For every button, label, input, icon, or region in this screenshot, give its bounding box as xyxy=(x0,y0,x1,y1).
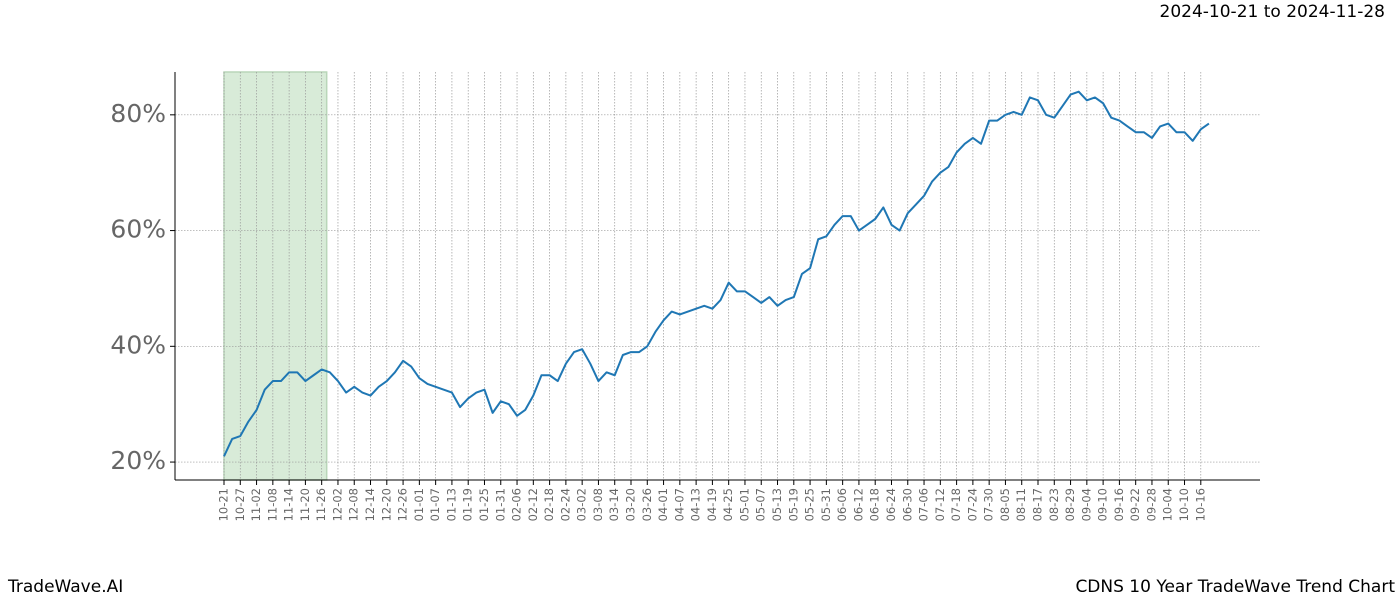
price-line xyxy=(223,90,1210,457)
x-tick-label: 04-01 xyxy=(656,488,670,521)
x-tick-label: 07-06 xyxy=(917,488,931,521)
x-tick-label: 02-06 xyxy=(510,488,524,521)
x-tick-label: 06-30 xyxy=(900,488,914,521)
x-tick-label: 01-19 xyxy=(461,488,475,521)
x-tick-label: 12-02 xyxy=(330,488,344,521)
x-tick-label: 04-19 xyxy=(705,488,719,521)
x-tick-label: 04-25 xyxy=(721,488,735,521)
x-tick-label: 09-10 xyxy=(1096,488,1110,521)
x-tick-label: 08-17 xyxy=(1031,488,1045,521)
x-tick-label: 10-16 xyxy=(1193,488,1207,521)
x-tick-label: 02-24 xyxy=(558,488,572,521)
x-tick-label: 07-30 xyxy=(982,488,996,521)
x-tick-label: 02-12 xyxy=(526,488,540,521)
x-tick-label: 08-29 xyxy=(1063,488,1077,521)
x-tick-label: 03-20 xyxy=(624,488,638,521)
x-tick-label: 04-07 xyxy=(672,488,686,521)
x-tick-label: 11-02 xyxy=(249,488,263,521)
x-tick-label: 09-16 xyxy=(1112,488,1126,521)
x-tick-label: 02-18 xyxy=(542,488,556,521)
x-tick-label: 09-28 xyxy=(1144,488,1158,521)
x-tick-label: 08-11 xyxy=(1014,488,1028,521)
x-tick-label: 11-08 xyxy=(265,488,279,521)
x-tick-label: 11-14 xyxy=(282,488,296,521)
x-tick-label: 01-13 xyxy=(444,488,458,521)
x-tick-label: 06-18 xyxy=(868,488,882,521)
x-tick-label: 05-31 xyxy=(819,488,833,521)
x-tick-label: 03-26 xyxy=(640,488,654,521)
x-tick-label: 03-14 xyxy=(607,488,621,521)
x-tick-label: 01-07 xyxy=(428,488,442,521)
x-tick-label: 05-25 xyxy=(803,488,817,521)
x-tick-label: 07-24 xyxy=(965,488,979,521)
x-tick-label: 11-26 xyxy=(314,488,328,521)
x-tick-label: 05-13 xyxy=(770,488,784,521)
x-tick-label: 07-18 xyxy=(949,488,963,521)
y-tick-label: 40% xyxy=(110,330,166,359)
footer-brand: TradeWave.AI xyxy=(7,577,123,597)
x-tick-label: 03-08 xyxy=(591,488,605,521)
chart-title: 2024-10-21 to 2024-11-28 xyxy=(1160,2,1385,22)
y-tick-label: 80% xyxy=(110,99,166,128)
x-tick-label: 04-13 xyxy=(689,488,703,521)
x-tick-label: 05-01 xyxy=(737,488,751,521)
x-tick-label: 10-04 xyxy=(1161,488,1175,521)
x-tick-label: 05-19 xyxy=(786,488,800,521)
x-tick-label: 09-04 xyxy=(1079,488,1093,521)
x-tick-label: 12-20 xyxy=(379,488,393,521)
x-tick-label: 08-05 xyxy=(998,488,1012,521)
x-tick-label: 05-07 xyxy=(754,488,768,521)
y-tick-label: 60% xyxy=(110,215,166,244)
x-tick-label: 12-14 xyxy=(363,488,377,521)
x-tick-label: 11-20 xyxy=(298,488,312,521)
x-tick-label: 06-06 xyxy=(835,488,849,521)
x-tick-label: 09-22 xyxy=(1128,488,1142,521)
x-tick-label: 10-10 xyxy=(1177,488,1191,521)
x-tick-label: 01-31 xyxy=(493,488,507,521)
x-tick-label: 12-08 xyxy=(347,488,361,521)
y-tick-label: 20% xyxy=(110,446,166,475)
x-tick-label: 01-25 xyxy=(477,488,491,521)
footer-caption: CDNS 10 Year TradeWave Trend Chart xyxy=(1075,577,1395,597)
x-tick-label: 10-27 xyxy=(233,488,247,521)
x-tick-label: 12-26 xyxy=(396,488,410,521)
x-tick-label: 08-23 xyxy=(1047,488,1061,521)
x-tick-label: 10-21 xyxy=(217,488,231,521)
x-tick-label: 06-12 xyxy=(851,488,865,521)
highlight-band xyxy=(223,71,328,481)
x-tick-label: 07-12 xyxy=(933,488,947,521)
x-tick-label: 01-01 xyxy=(412,488,426,521)
x-tick-label: 03-02 xyxy=(575,488,589,521)
x-tick-label: 06-24 xyxy=(884,488,898,521)
